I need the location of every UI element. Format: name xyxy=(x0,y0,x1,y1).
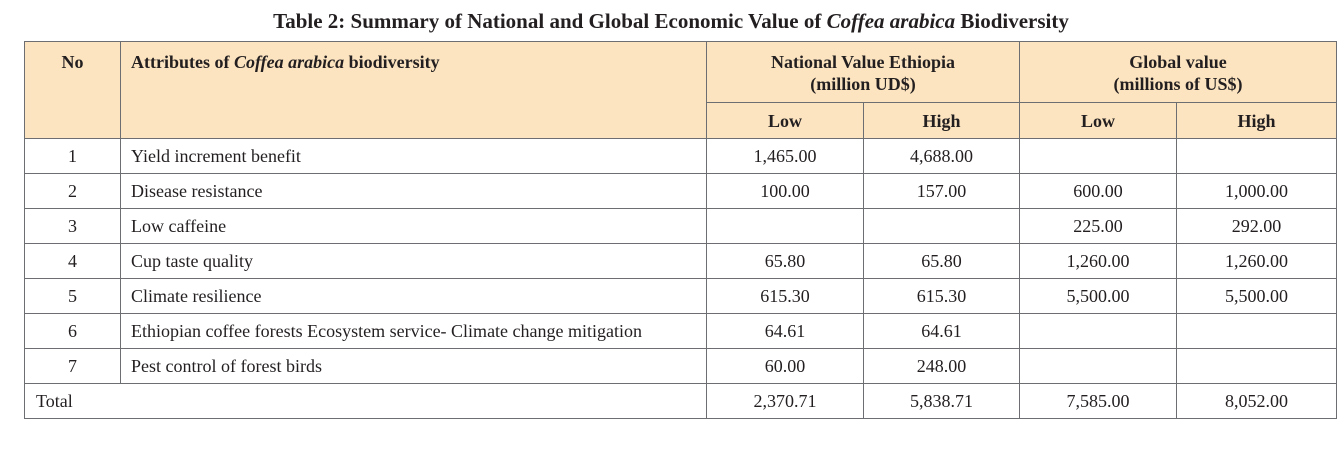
row-number: 2 xyxy=(24,173,121,209)
global-low-value: 600.00 xyxy=(1019,173,1177,209)
row-number: 7 xyxy=(24,348,121,384)
table-body: 1 Yield increment benefit 1,465.00 4,688… xyxy=(24,138,1338,419)
row-number: 3 xyxy=(24,208,121,244)
header-national-high: High xyxy=(863,102,1020,139)
total-global-high: 8,052.00 xyxy=(1175,383,1338,419)
global-high-value: 1,260.00 xyxy=(1175,243,1338,279)
global-high-value: 1,000.00 xyxy=(1175,173,1338,209)
national-low-value: 100.00 xyxy=(706,173,864,209)
header-global-high: High xyxy=(1175,102,1338,139)
header-global-low: Low xyxy=(1019,102,1177,139)
table-row: 4 Cup taste quality 65.80 65.80 1,260.00… xyxy=(24,243,1338,279)
header-attributes-prefix: Attributes of xyxy=(131,52,234,72)
row-attribute: Yield increment benefit xyxy=(120,138,707,174)
total-label: Total xyxy=(24,383,707,419)
global-low-value: 225.00 xyxy=(1019,208,1177,244)
global-high-value: 292.00 xyxy=(1175,208,1338,244)
header-national-line2: (million UD$) xyxy=(810,74,916,94)
header-global-line1: Global value xyxy=(1129,52,1227,72)
global-low-value xyxy=(1019,138,1177,174)
global-high-value: 5,500.00 xyxy=(1175,278,1338,314)
global-low-value: 1,260.00 xyxy=(1019,243,1177,279)
national-low-value xyxy=(706,208,864,244)
header-attributes-suffix: biodiversity xyxy=(344,52,440,72)
total-national-low: 2,370.71 xyxy=(706,383,864,419)
row-number: 6 xyxy=(24,313,121,349)
global-high-value xyxy=(1175,138,1338,174)
row-attribute: Pest control of forest birds xyxy=(120,348,707,384)
row-number: 4 xyxy=(24,243,121,279)
global-low-value: 5,500.00 xyxy=(1019,278,1177,314)
global-high-value xyxy=(1175,348,1338,384)
table-row: 7 Pest control of forest birds 60.00 248… xyxy=(24,348,1338,384)
national-high-value: 65.80 xyxy=(863,243,1020,279)
national-high-value: 157.00 xyxy=(863,173,1020,209)
header-no: No xyxy=(24,41,121,139)
national-high-value: 248.00 xyxy=(863,348,1020,384)
caption-species: Coffea arabica xyxy=(826,9,956,33)
table-row: 5 Climate resilience 615.30 615.30 5,500… xyxy=(24,278,1338,314)
table-row: 3 Low caffeine 225.00 292.00 xyxy=(24,208,1338,244)
row-number: 1 xyxy=(24,138,121,174)
caption-text-end: Biodiversity xyxy=(955,9,1069,33)
total-national-high: 5,838.71 xyxy=(863,383,1020,419)
row-attribute: Cup taste quality xyxy=(120,243,707,279)
global-high-value xyxy=(1175,313,1338,349)
caption-text: Table 2: Summary of National and Global … xyxy=(273,9,827,33)
national-high-value: 615.30 xyxy=(863,278,1020,314)
row-number: 5 xyxy=(24,278,121,314)
header-national-line1: National Value Ethiopia xyxy=(770,52,956,72)
row-attribute: Disease resistance xyxy=(120,173,707,209)
global-low-value xyxy=(1019,348,1177,384)
row-attribute: Climate resilience xyxy=(120,278,707,314)
row-attribute: Low caffeine xyxy=(120,208,707,244)
economic-value-table: No Attributes of Coffea arabica biodiver… xyxy=(24,41,1338,419)
table-row: 1 Yield increment benefit 1,465.00 4,688… xyxy=(24,138,1338,174)
row-attribute: Ethiopian coffee forests Ecosystem servi… xyxy=(120,313,707,349)
national-low-value: 60.00 xyxy=(706,348,864,384)
national-high-value: 4,688.00 xyxy=(863,138,1020,174)
national-low-value: 1,465.00 xyxy=(706,138,864,174)
header-row-1: No Attributes of Coffea arabica biodiver… xyxy=(24,41,1338,139)
table-row: 6 Ethiopian coffee forests Ecosystem ser… xyxy=(24,313,1338,349)
header-row-2: Low High Low High xyxy=(25,102,1338,139)
total-row: Total 2,370.71 5,838.71 7,585.00 8,052.0… xyxy=(24,383,1338,419)
header-attributes: Attributes of Coffea arabica biodiversit… xyxy=(120,41,707,139)
national-high-value: 64.61 xyxy=(863,313,1020,349)
global-low-value xyxy=(1019,313,1177,349)
table-caption: Table 2: Summary of National and Global … xyxy=(0,8,1342,34)
national-high-value xyxy=(863,208,1020,244)
header-national-value: National Value Ethiopia (million UD$) xyxy=(706,41,1020,103)
table-header: No Attributes of Coffea arabica biodiver… xyxy=(24,41,1338,139)
header-global-value: Global value (millions of US$) xyxy=(1018,41,1338,103)
national-low-value: 65.80 xyxy=(706,243,864,279)
header-global-line2: (millions of US$) xyxy=(1113,74,1243,94)
header-attributes-species: Coffea arabica xyxy=(233,52,345,72)
national-low-value: 64.61 xyxy=(706,313,864,349)
national-low-value: 615.30 xyxy=(706,278,864,314)
header-national-low: Low xyxy=(706,102,864,139)
total-global-low: 7,585.00 xyxy=(1019,383,1177,419)
table-row: 2 Disease resistance 100.00 157.00 600.0… xyxy=(24,173,1338,209)
